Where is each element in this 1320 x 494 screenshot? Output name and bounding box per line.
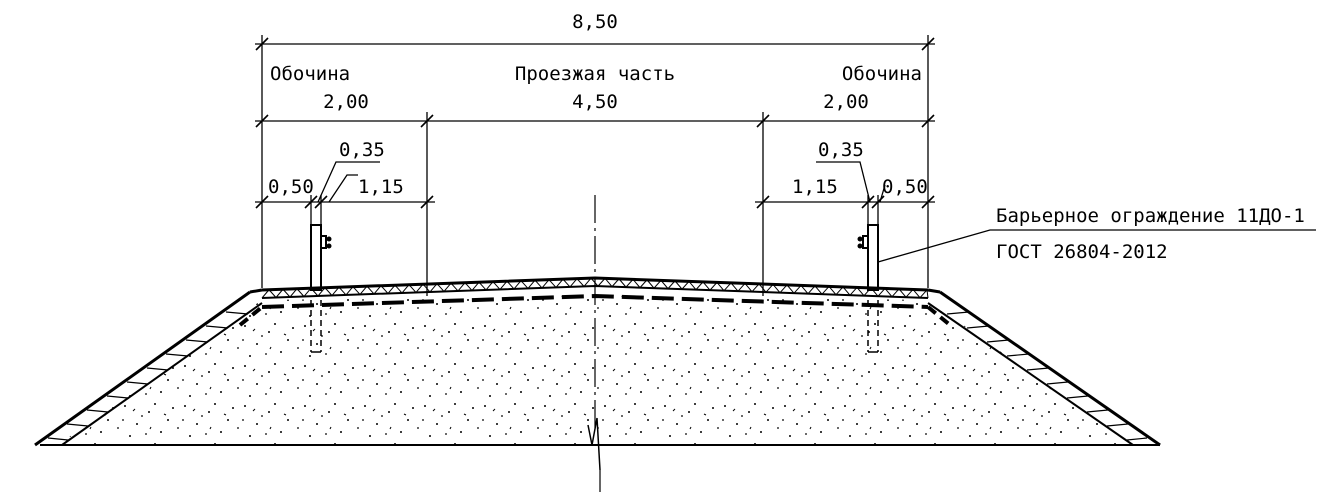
dim-right-shoulder-width: 2,00 [823, 91, 869, 113]
carriageway-label: Проезжая часть [515, 63, 675, 85]
dim-left-edge-offset: 0,50 [268, 176, 314, 198]
left-slope-hatching [47, 311, 249, 441]
dim-total-width: 8,50 [572, 11, 618, 33]
centerline [587, 195, 601, 492]
dim-right-post-width: 0,35 [818, 139, 864, 161]
left-barrier-post [310, 224, 332, 353]
right-shoulder-label: Обочина [842, 63, 922, 85]
callout-line1: Барьерное ограждение 11ДО-1 [996, 205, 1305, 227]
dim-left-post-width: 0,35 [339, 139, 385, 161]
right-barrier-post [857, 224, 879, 353]
callout-line2: ГОСТ 26804-2012 [996, 241, 1168, 263]
right-slope-hatching [946, 311, 1148, 441]
dim-right-edge-offset: 0,50 [882, 176, 928, 198]
dimension-lines [255, 35, 1316, 296]
dim-left-shoulder-width: 2,00 [323, 91, 369, 113]
dim-right-inner-offset: 1,15 [792, 176, 838, 198]
left-shoulder-label: Обочина [270, 63, 350, 85]
dim-carriageway-width: 4,50 [572, 91, 618, 113]
dim-left-inner-offset: 1,15 [358, 176, 404, 198]
